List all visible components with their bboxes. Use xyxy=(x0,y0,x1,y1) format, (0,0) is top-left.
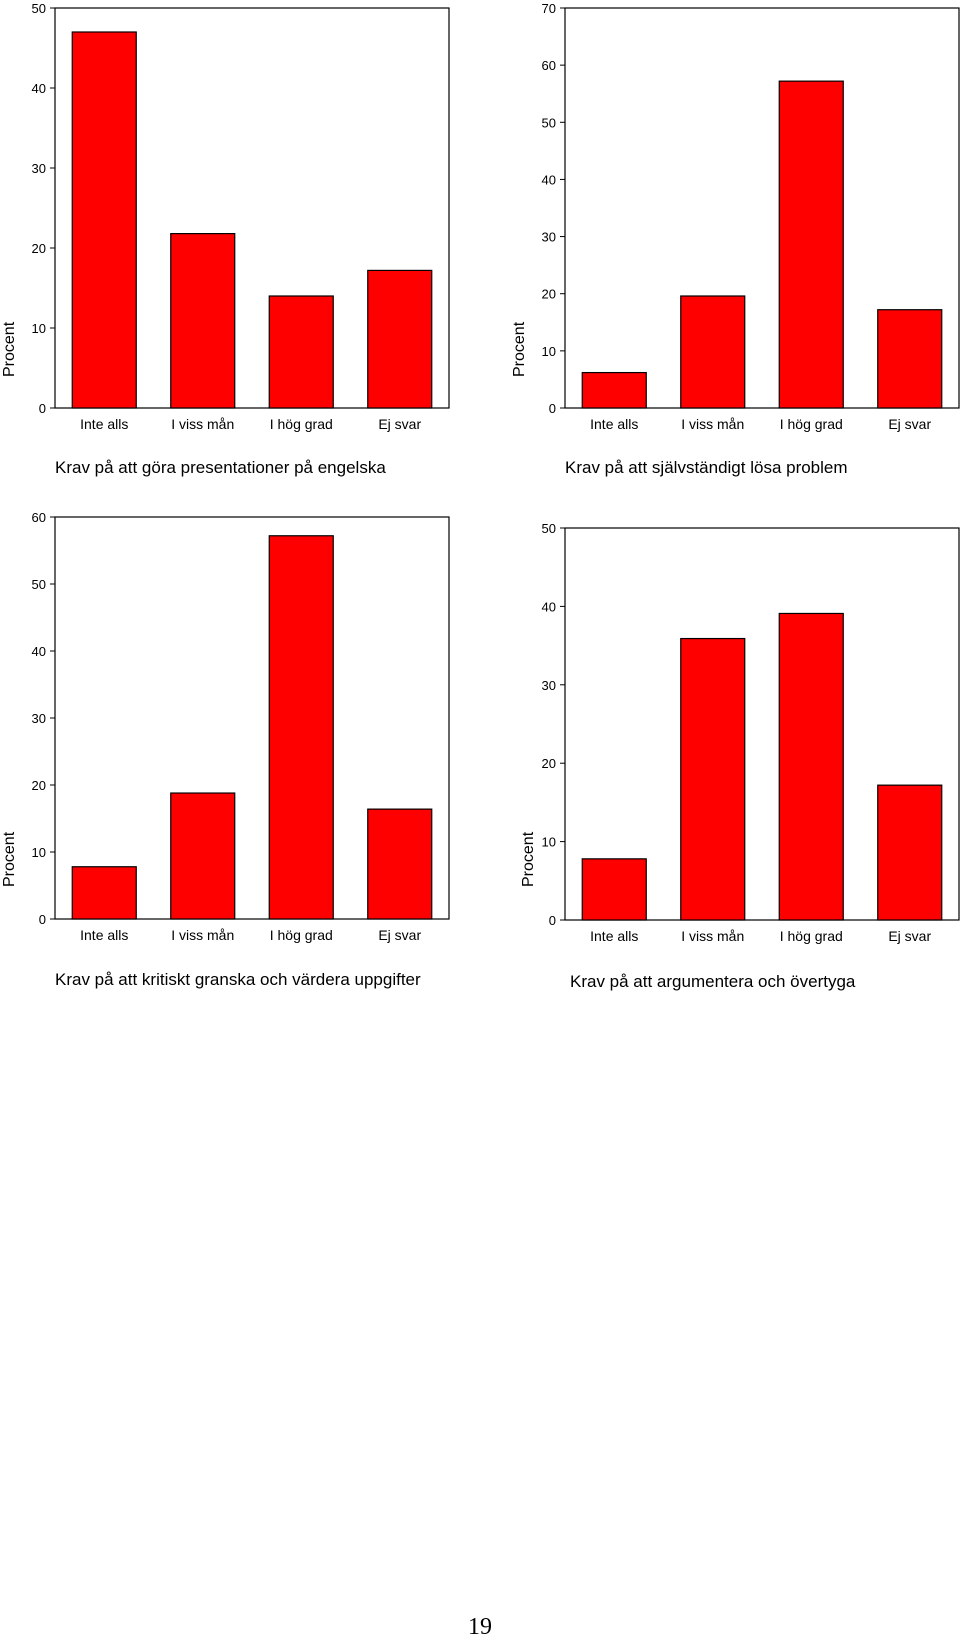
y-tick-label: 30 xyxy=(32,161,46,176)
y-tick-label: 50 xyxy=(542,115,556,130)
x-tick-label: Inte alls xyxy=(80,927,128,943)
y-tick-label: 0 xyxy=(549,913,556,928)
x-tick-label: Ej svar xyxy=(888,928,931,944)
y-tick-label: 30 xyxy=(542,678,556,693)
bar-ej-svar xyxy=(367,269,433,409)
bar-i-hög-grad xyxy=(778,612,844,921)
chart-panel-2: 0 10 20 30 40 50 60 70 Inte alls I viss mån I hög … xyxy=(511,1,960,477)
bar-inte-alls xyxy=(581,371,647,409)
chart-title: Krav på att göra presentationer på engel… xyxy=(55,458,386,477)
x-tick-label: I viss mån xyxy=(681,928,744,944)
y-tick-label: 20 xyxy=(32,778,46,793)
y-tick-label: 20 xyxy=(542,287,556,302)
bar-ej-svar xyxy=(877,309,943,409)
y-tick-label: 50 xyxy=(32,1,46,16)
y-tick-label: 40 xyxy=(32,644,46,659)
x-tick-label: I hög grad xyxy=(780,416,843,432)
x-tick-label: Inte alls xyxy=(590,928,638,944)
bar-i-viss-mån xyxy=(170,233,236,409)
y-tick-label: 10 xyxy=(32,321,46,336)
y-tick-label: 10 xyxy=(542,344,556,359)
y-tick-label: 10 xyxy=(542,835,556,850)
y-axis-label: Procent xyxy=(1,831,18,887)
x-tick-label: I viss mån xyxy=(681,416,744,432)
y-tick-label: 60 xyxy=(542,58,556,73)
y-tick-label: 0 xyxy=(549,401,556,416)
chart-panel-4: 0 10 20 30 40 50 Inte alls I viss mån I hög grad… xyxy=(520,521,960,991)
page-number: 19 xyxy=(468,1614,492,1640)
chart-title: Krav på att kritiskt granska och värdera… xyxy=(55,970,421,989)
x-tick-label: Inte alls xyxy=(590,416,638,432)
bar-i-viss-mån xyxy=(680,295,746,409)
x-tick-label: Ej svar xyxy=(378,416,421,432)
y-tick-label: 0 xyxy=(39,912,46,927)
x-tick-label: I viss mån xyxy=(171,927,234,943)
bar-i-hög-grad xyxy=(778,80,844,409)
y-tick-label: 20 xyxy=(32,241,46,256)
chart-title: Krav på att argumentera och övertyga xyxy=(570,972,856,991)
y-tick-label: 20 xyxy=(542,756,556,771)
plot-frame xyxy=(54,7,450,409)
bar-i-viss-mån xyxy=(170,792,236,920)
plot-frame xyxy=(564,527,960,921)
y-tick-label: 10 xyxy=(32,845,46,860)
y-tick-label: 40 xyxy=(542,172,556,187)
y-axis-label: Procent xyxy=(511,321,528,377)
y-tick-label: 70 xyxy=(542,1,556,16)
chart-title: Krav på att självständigt lösa problem xyxy=(565,458,848,477)
y-tick-label: 0 xyxy=(39,401,46,416)
x-tick-label: Inte alls xyxy=(80,416,128,432)
x-tick-label: I hög grad xyxy=(270,927,333,943)
bar-inte-alls xyxy=(71,31,137,409)
y-axis-label: Procent xyxy=(1,321,18,377)
chart-panel-1: 0 10 20 30 40 50 Inte alls I viss mån I hög grad… xyxy=(1,1,450,477)
x-tick-label: Ej svar xyxy=(378,927,421,943)
bar-i-hög-grad xyxy=(268,535,334,920)
bar-i-hög-grad xyxy=(268,295,334,409)
y-tick-label: 50 xyxy=(542,521,556,536)
x-tick-label: I hög grad xyxy=(270,416,333,432)
bar-inte-alls xyxy=(71,866,137,920)
bar-inte-alls xyxy=(581,858,647,921)
x-tick-label: I hög grad xyxy=(780,928,843,944)
plot-frame xyxy=(564,7,960,409)
bar-ej-svar xyxy=(367,808,433,920)
bar-ej-svar xyxy=(877,784,943,921)
y-axis-label: Procent xyxy=(520,831,537,887)
y-tick-label: 40 xyxy=(32,81,46,96)
y-tick-label: 50 xyxy=(32,577,46,592)
y-tick-label: 30 xyxy=(542,230,556,245)
x-tick-label: Ej svar xyxy=(888,416,931,432)
chart-panel-3: 0 10 20 30 40 50 60 Inte alls I viss mån I hög gr… xyxy=(1,510,450,989)
y-tick-label: 30 xyxy=(32,711,46,726)
bar-i-viss-mån xyxy=(680,637,746,921)
y-tick-label: 40 xyxy=(542,599,556,614)
x-tick-label: I viss mån xyxy=(171,416,234,432)
y-tick-label: 60 xyxy=(32,510,46,525)
